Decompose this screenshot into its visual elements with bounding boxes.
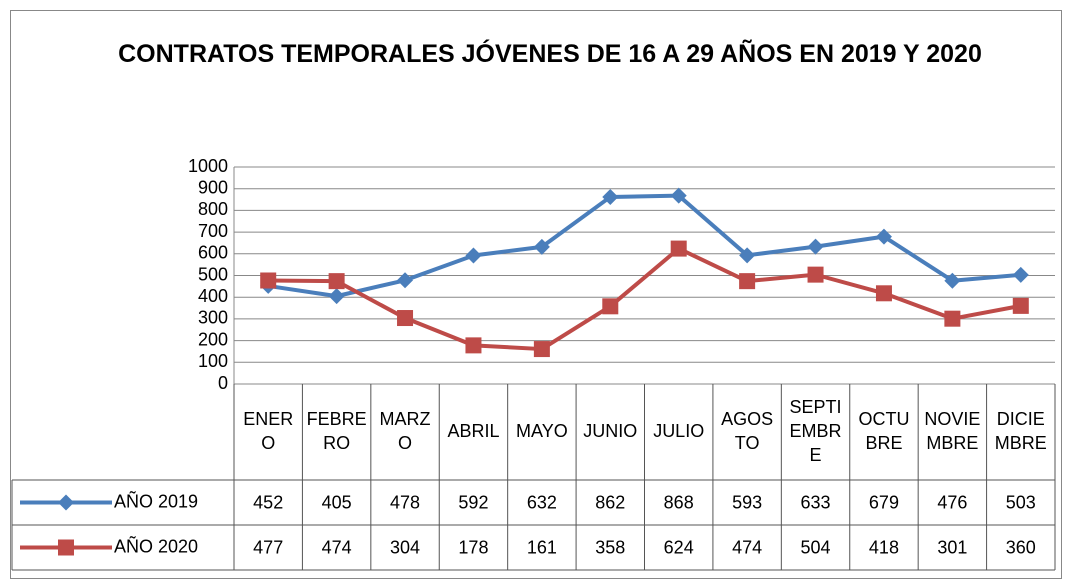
- x-tick-label: MARZ O: [380, 409, 431, 453]
- marker: [533, 341, 550, 358]
- table-value: 178: [458, 537, 488, 557]
- table-value: 452: [253, 492, 283, 512]
- marker: [807, 238, 824, 255]
- marker: [944, 272, 961, 289]
- y-tick-label: 300: [198, 308, 228, 328]
- table-value: 624: [664, 537, 694, 557]
- table-value: 633: [801, 492, 831, 512]
- x-tick-label: JUNIO: [583, 421, 637, 441]
- marker: [670, 187, 687, 204]
- marker: [875, 228, 892, 245]
- table-value: 476: [937, 492, 967, 512]
- y-tick-label: 200: [198, 329, 228, 349]
- marker: [944, 310, 961, 327]
- marker: [58, 539, 74, 556]
- table-value: 593: [732, 492, 762, 512]
- x-tick-label: DICIE MBRE: [995, 409, 1047, 453]
- marker: [328, 273, 345, 290]
- y-tick-label: 900: [198, 177, 228, 197]
- marker: [465, 247, 482, 264]
- x-tick-label: FEBRE RO: [307, 409, 367, 453]
- table-value: 474: [732, 537, 762, 557]
- table-value: 868: [664, 492, 694, 512]
- table-value: 504: [801, 537, 831, 557]
- y-tick-label: 1000: [188, 156, 228, 176]
- marker: [739, 273, 756, 290]
- table-value: 418: [869, 537, 899, 557]
- marker: [533, 238, 550, 255]
- x-tick-label: MAYO: [516, 421, 568, 441]
- x-tick-label: JULIO: [653, 421, 704, 441]
- table-value: 301: [937, 537, 967, 557]
- marker: [260, 272, 277, 289]
- y-tick-label: 400: [198, 286, 228, 306]
- x-tick-label: ENER O: [243, 409, 293, 453]
- table-value: 632: [527, 492, 557, 512]
- y-tick-label: 600: [198, 243, 228, 263]
- x-tick-label: NOVIE MBRE: [924, 409, 980, 453]
- marker: [1012, 297, 1029, 314]
- table-value: 592: [458, 492, 488, 512]
- series-line: [268, 246, 1022, 352]
- marker: [807, 266, 824, 283]
- x-tick-label: ABRIL: [447, 421, 499, 441]
- legend-label: AÑO 2019: [114, 490, 198, 511]
- table-value: 679: [869, 492, 899, 512]
- table-value: 161: [527, 537, 557, 557]
- table-value: 304: [390, 537, 420, 557]
- marker: [465, 337, 482, 354]
- marker: [58, 494, 74, 511]
- marker: [670, 240, 687, 257]
- x-tick-label: SEPTI EMBR E: [790, 397, 842, 465]
- marker: [739, 247, 756, 264]
- table-value: 358: [595, 537, 625, 557]
- y-tick-label: 0: [218, 373, 228, 393]
- marker: [328, 288, 345, 305]
- y-tick-label: 500: [198, 264, 228, 284]
- x-tick-label: AGOS TO: [721, 409, 773, 453]
- x-tick-label: OCTU BRE: [858, 409, 909, 453]
- marker: [602, 298, 619, 315]
- legend-label: AÑO 2020: [114, 535, 198, 556]
- marker: [602, 188, 619, 205]
- marker: [397, 272, 414, 289]
- y-tick-label: 800: [198, 199, 228, 219]
- table-value: 405: [322, 492, 352, 512]
- marker: [1012, 266, 1029, 283]
- chart-title: CONTRATOS TEMPORALES JÓVENES DE 16 A 29 …: [118, 38, 982, 68]
- table-value: 862: [595, 492, 625, 512]
- table-value: 474: [322, 537, 352, 557]
- y-tick-label: 700: [198, 221, 228, 241]
- marker: [397, 310, 414, 327]
- table-value: 477: [253, 537, 283, 557]
- table-value: 360: [1006, 537, 1036, 557]
- table-value: 478: [390, 492, 420, 512]
- marker: [875, 285, 892, 302]
- y-tick-label: 100: [198, 351, 228, 371]
- series-line: [267, 193, 1021, 299]
- table-value: 503: [1006, 492, 1036, 512]
